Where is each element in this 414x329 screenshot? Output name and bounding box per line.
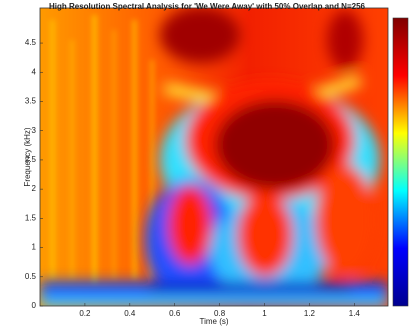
x-tick-label: 1.2 [304, 309, 316, 318]
spectrogram-image [40, 8, 388, 306]
chart-title: High Resolution Spectral Analysis for 'W… [49, 2, 366, 11]
y-axis-label: Frequency (kHz) [23, 127, 32, 186]
x-tick-label: 0.2 [79, 309, 91, 318]
y-tick-label: 1 [32, 243, 37, 252]
x-tick-label: 1.4 [349, 309, 361, 318]
y-tick-label: 4 [32, 67, 37, 76]
colorbar [392, 17, 409, 307]
x-tick-label: 0.4 [124, 309, 136, 318]
x-tick-label: 0.6 [169, 309, 181, 318]
y-tick-label: 2.5 [25, 155, 37, 164]
x-tick-label: 0.8 [214, 309, 226, 318]
x-axis-label: Time (s) [199, 317, 228, 326]
plot-frame [39, 7, 389, 307]
y-tick-label: 4.5 [25, 38, 37, 47]
y-tick-label: 1.5 [25, 213, 37, 222]
y-tick-label: 2 [32, 184, 37, 193]
x-tick-label: 1 [262, 309, 267, 318]
y-tick-label: 0 [32, 301, 37, 310]
y-tick-label: 0.5 [25, 272, 37, 281]
y-tick-label: 3.5 [25, 97, 37, 106]
y-tick-label: 3 [32, 126, 37, 135]
